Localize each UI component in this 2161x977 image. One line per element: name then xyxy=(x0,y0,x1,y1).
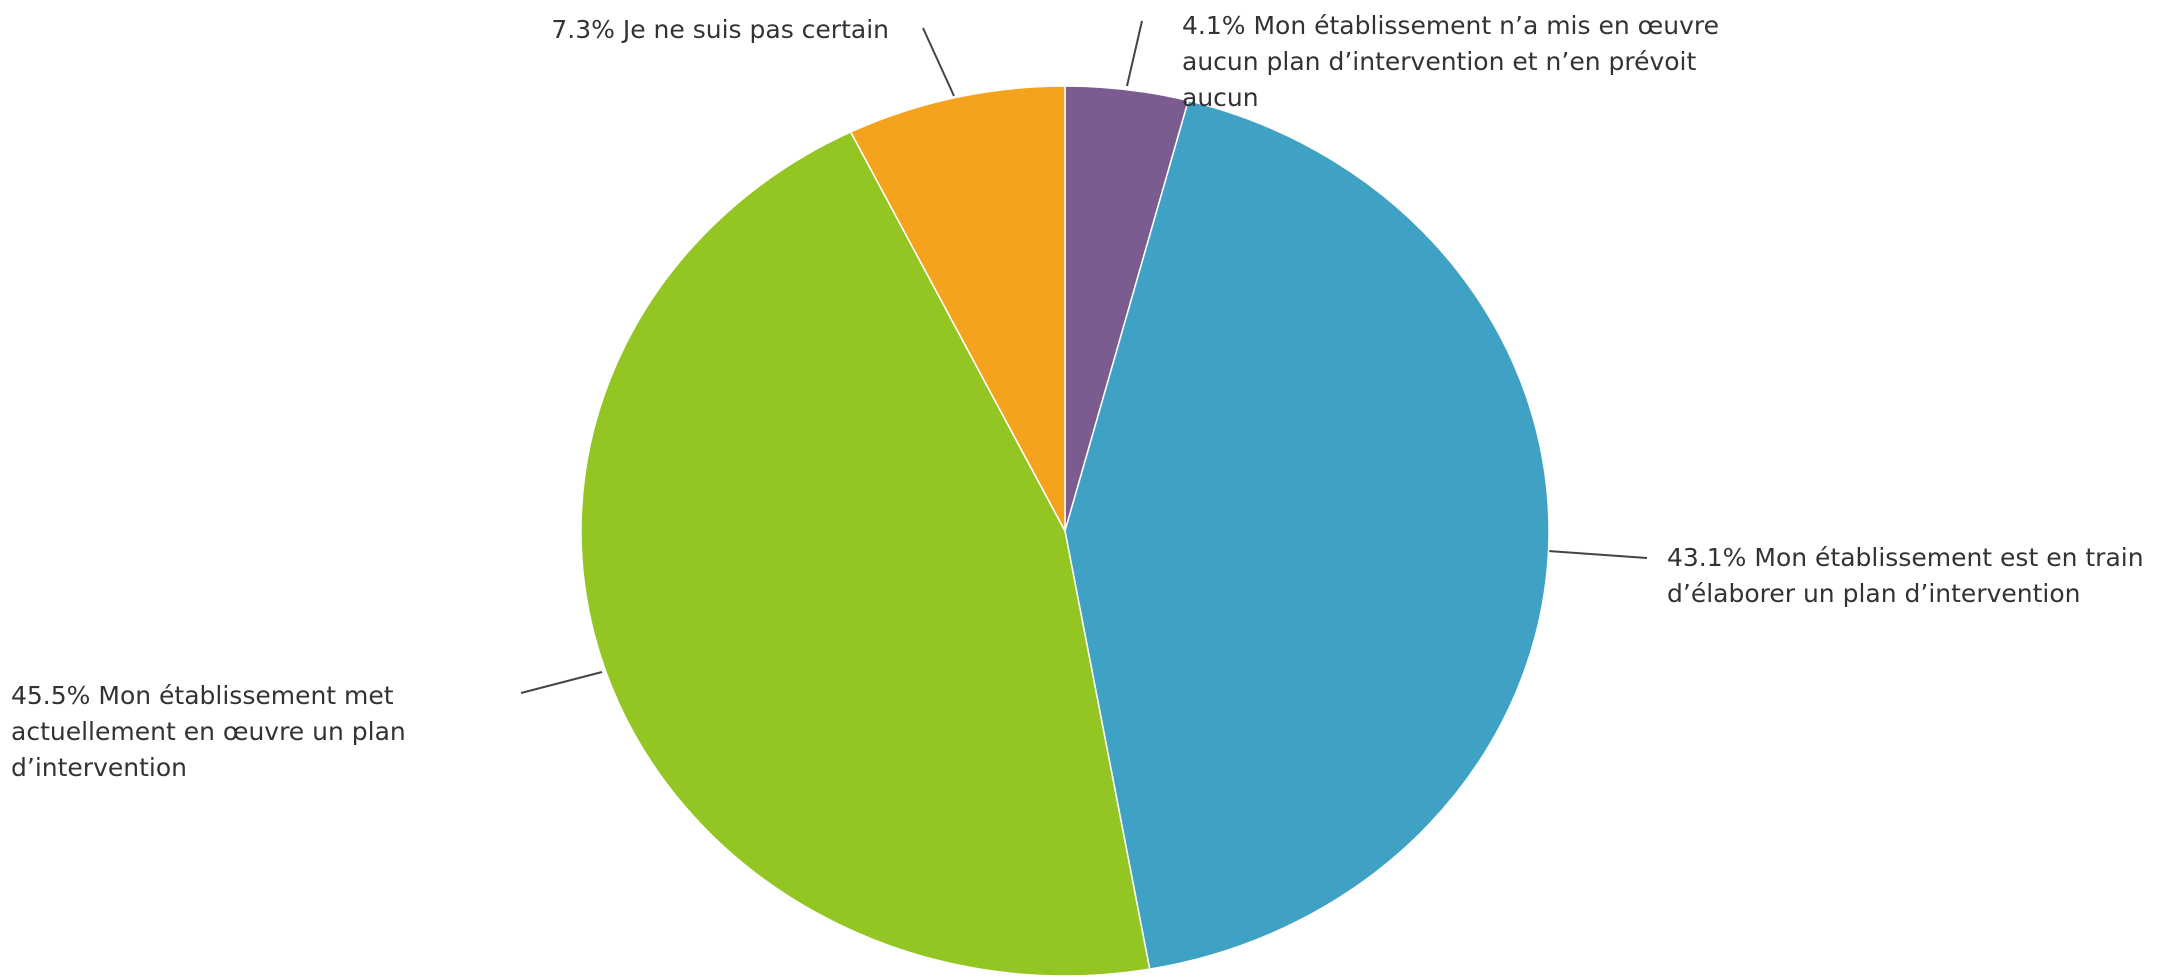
pie-slice xyxy=(580,131,1151,977)
leader-line xyxy=(520,671,603,694)
value-label: 4.1% xyxy=(1182,11,1246,40)
leader-line xyxy=(1547,550,1648,559)
slice-label: 43.1% Mon établissement est en train d’é… xyxy=(1667,540,2157,612)
category-label: Je ne suis pas certain xyxy=(622,15,889,44)
pie-slice xyxy=(849,85,1066,532)
pie-slice xyxy=(1064,99,1550,970)
slice-label: 4.1% Mon établissement n’a mis en œuvre … xyxy=(1182,8,1727,116)
category-label: Mon établissement met actuellement en œu… xyxy=(11,681,406,782)
leader-line xyxy=(922,27,955,97)
category-label: Mon établissement n’a mis en œuvre aucun… xyxy=(1182,11,1719,112)
slice-label: 7.3% Je ne suis pas certain xyxy=(489,12,889,48)
value-label: 45.5% xyxy=(11,681,91,710)
value-label: 43.1% xyxy=(1667,543,1747,572)
value-label: 7.3% xyxy=(551,15,615,44)
leader-line xyxy=(1126,20,1143,87)
category-label: Mon établissement est en train d’élabore… xyxy=(1667,543,2144,608)
slice-label: 45.5% Mon établissement met actuellement… xyxy=(11,678,511,786)
